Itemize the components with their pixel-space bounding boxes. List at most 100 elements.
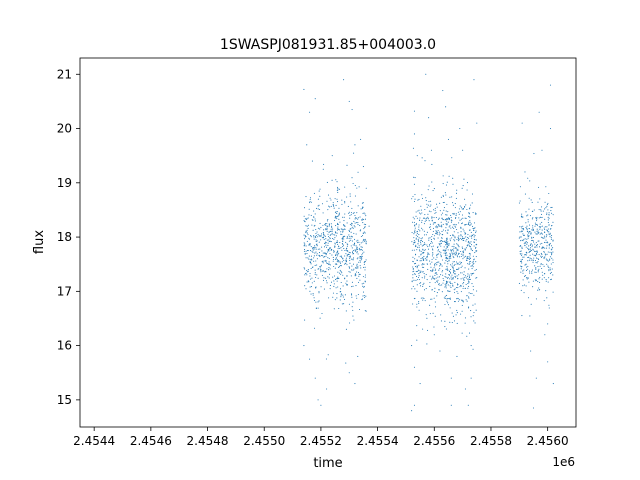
data-point: [452, 213, 454, 215]
data-point: [315, 260, 317, 262]
data-point: [417, 246, 419, 248]
data-point: [304, 253, 306, 255]
data-point: [320, 226, 322, 229]
data-point: [345, 257, 347, 259]
data-point: [541, 229, 543, 231]
data-point: [425, 73, 427, 75]
data-point: [541, 253, 543, 255]
data-point: [428, 117, 430, 119]
data-point: [447, 249, 449, 251]
data-point: [415, 215, 417, 217]
data-point: [364, 296, 366, 299]
data-point: [462, 149, 464, 151]
data-point: [325, 228, 327, 230]
data-point: [418, 301, 420, 303]
data-point: [362, 233, 364, 235]
data-point: [351, 251, 354, 253]
data-point: [534, 279, 536, 281]
data-point: [315, 276, 317, 279]
data-point: [550, 210, 552, 212]
data-point: [549, 127, 552, 130]
data-point: [455, 314, 457, 316]
data-point: [304, 243, 306, 245]
data-point: [424, 257, 426, 259]
data-point: [469, 254, 471, 256]
data-point: [303, 215, 305, 217]
data-point: [359, 265, 361, 267]
data-point: [445, 227, 447, 229]
data-point: [433, 326, 435, 328]
data-point: [311, 160, 313, 162]
data-point: [534, 271, 536, 273]
data-point: [549, 267, 551, 269]
data-point: [317, 277, 319, 279]
data-point: [422, 299, 424, 301]
data-point: [336, 201, 339, 203]
data-point: [426, 343, 428, 345]
data-point: [446, 267, 448, 269]
data-point: [361, 202, 363, 204]
data-point: [338, 272, 341, 274]
data-point: [531, 271, 533, 273]
data-point: [361, 254, 363, 256]
data-point: [303, 242, 305, 244]
data-point: [447, 269, 449, 271]
data-point: [314, 218, 316, 220]
data-point: [468, 268, 470, 270]
data-point: [416, 232, 418, 235]
data-point: [416, 259, 419, 261]
data-point: [546, 253, 548, 255]
data-point: [357, 257, 359, 259]
data-point: [457, 283, 459, 286]
data-point: [428, 210, 430, 212]
data-point: [303, 267, 305, 269]
data-point: [528, 208, 530, 210]
data-point: [468, 276, 471, 279]
data-point: [446, 239, 448, 241]
data-point: [470, 316, 472, 318]
data-point: [414, 231, 416, 233]
data-point: [543, 258, 545, 260]
data-point: [470, 247, 472, 249]
data-point: [528, 231, 530, 233]
data-point: [438, 276, 440, 278]
data-point: [430, 211, 432, 213]
data-point: [551, 254, 553, 256]
data-point: [363, 223, 365, 225]
data-point: [361, 256, 363, 258]
data-point: [349, 236, 351, 238]
data-point: [548, 231, 550, 233]
data-point: [549, 258, 551, 260]
data-point: [436, 227, 438, 229]
data-point: [337, 254, 339, 256]
data-point: [451, 321, 453, 324]
data-point: [444, 303, 446, 306]
data-point: [536, 220, 538, 222]
data-point: [356, 297, 358, 299]
data-point: [337, 191, 339, 193]
data-point: [340, 293, 343, 295]
data-point: [431, 219, 433, 221]
data-point: [421, 194, 423, 196]
data-point: [552, 383, 554, 385]
data-point: [336, 240, 338, 242]
data-point: [451, 237, 453, 239]
data-point: [321, 250, 323, 252]
data-point: [426, 244, 428, 246]
data-point: [518, 202, 520, 204]
data-point: [471, 193, 474, 195]
data-point: [336, 252, 338, 254]
data-point: [471, 237, 473, 239]
data-point: [439, 350, 441, 352]
data-point: [307, 224, 309, 226]
data-point: [440, 274, 442, 276]
data-point: [306, 274, 308, 276]
data-point: [548, 245, 550, 247]
data-point: [447, 257, 449, 260]
data-point: [328, 231, 330, 233]
data-point: [339, 241, 341, 244]
data-point: [430, 149, 433, 151]
data-point: [546, 212, 548, 214]
data-point: [438, 243, 440, 245]
data-point: [443, 240, 445, 243]
